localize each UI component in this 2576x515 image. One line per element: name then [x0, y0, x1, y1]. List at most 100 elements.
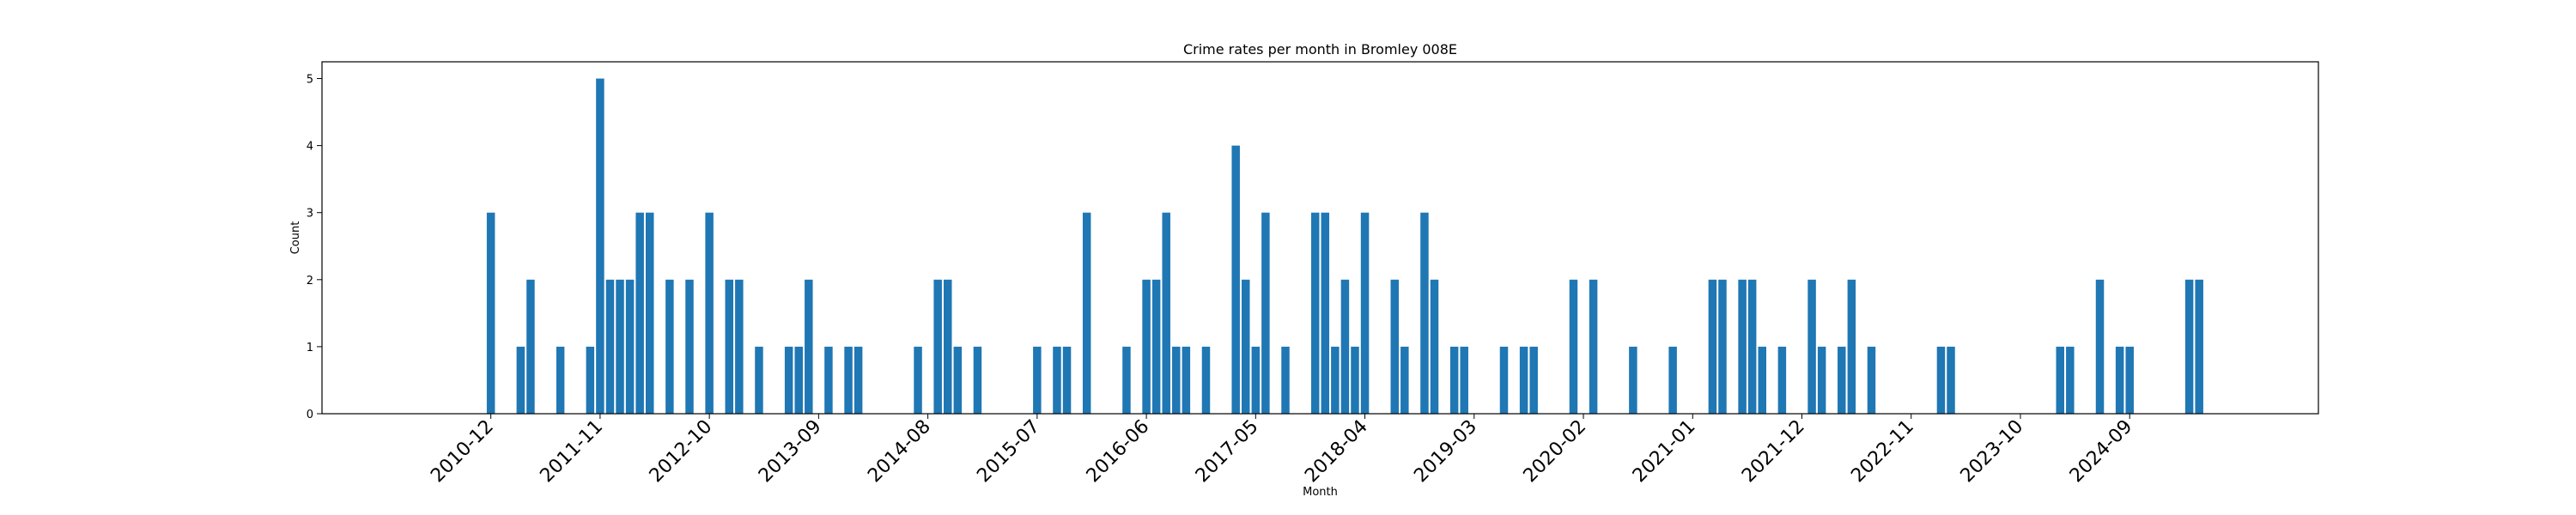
bar-2016-04: [1122, 346, 1131, 414]
bar-2014-01: [854, 346, 863, 414]
bar-2016-07: [1151, 279, 1161, 414]
bar-2014-10: [943, 279, 952, 414]
bar-2022-01: [1807, 279, 1816, 414]
bar-2015-09: [1053, 346, 1061, 414]
y-tick-label: 1: [307, 342, 313, 354]
bar-2021-07: [1747, 279, 1757, 414]
bar-2012-08: [685, 279, 694, 414]
bar-2021-08: [1758, 346, 1766, 414]
x-tick-label: 2019-03: [1410, 416, 1481, 488]
y-axis-label: Count: [289, 221, 302, 255]
bar-2022-05: [1847, 279, 1856, 414]
bars-group: [486, 78, 2203, 415]
x-tick-label: 2016-06: [1083, 416, 1154, 488]
bar-2019-02: [1460, 346, 1468, 414]
y-tick-label: 2: [307, 275, 313, 288]
bar-2013-06: [784, 346, 793, 414]
bar-2010-12: [486, 212, 495, 414]
bar-2022-07: [1867, 346, 1876, 414]
bar-2019-09: [1529, 346, 1538, 414]
bar-2021-06: [1738, 279, 1747, 414]
bar-2013-01: [735, 279, 744, 414]
x-tick-label: 2011-11: [536, 416, 607, 488]
bar-2017-12: [1321, 212, 1330, 414]
bar-2023-02: [1936, 346, 1946, 414]
bar-2014-11: [953, 346, 963, 414]
bar-2012-02: [625, 279, 635, 414]
bar-2016-08: [1162, 212, 1170, 414]
bar-2022-04: [1838, 346, 1846, 414]
x-tick-label: 2021-12: [1738, 416, 1809, 488]
x-tick-label: 2017-05: [1192, 416, 1263, 488]
bar-2021-10: [1777, 346, 1787, 414]
plot-frame: [321, 61, 2319, 415]
x-tick-label: 2014-08: [864, 416, 935, 488]
bar-2024-02: [2056, 346, 2064, 414]
bar-2017-06: [1261, 212, 1270, 414]
x-tick-label: 2013-09: [755, 416, 826, 488]
bar-2016-06: [1142, 279, 1151, 414]
y-tick-label: 4: [307, 141, 313, 154]
y-tick-label: 5: [307, 74, 313, 87]
bar-2020-03: [1589, 279, 1598, 414]
x-tick-label: 2023-10: [1957, 416, 2028, 488]
bar-2018-10: [1420, 212, 1429, 414]
bar-2011-12: [605, 279, 615, 414]
bar-2017-03: [1231, 145, 1240, 414]
chart-title: Crime rates per month in Bromley 008E: [1183, 41, 1457, 58]
bar-2015-01: [973, 346, 982, 414]
bar-2018-11: [1430, 279, 1439, 414]
bar-2024-03: [2066, 346, 2075, 414]
bar-2011-03: [516, 346, 526, 414]
bar-2014-07: [914, 346, 922, 414]
bar-2020-07: [1629, 346, 1637, 414]
bar-2015-12: [1082, 212, 1091, 414]
x-axis-label: Month: [1303, 486, 1338, 499]
bar-2021-04: [1718, 279, 1727, 414]
y-axis-ticks: 0 1 2 3 4 5: [307, 74, 322, 421]
bar-2019-01: [1449, 346, 1459, 414]
x-tick-label: 2010-12: [427, 416, 498, 488]
bar-2016-10: [1182, 346, 1191, 414]
bar-2023-03: [1947, 346, 1955, 414]
bar-2016-12: [1201, 346, 1211, 414]
bar-2012-12: [725, 279, 733, 414]
bar-2024-08: [2115, 346, 2124, 414]
bar-2012-03: [635, 212, 644, 414]
bar-2018-07: [1390, 279, 1399, 414]
y-tick-label: 0: [307, 409, 313, 421]
bar-2020-01: [1569, 279, 1578, 414]
bar-2018-02: [1340, 279, 1350, 414]
x-tick-label: 2018-04: [1301, 416, 1372, 488]
bar-2024-06: [2095, 279, 2105, 414]
bar-2011-11: [596, 78, 605, 415]
bar-2017-08: [1281, 346, 1290, 414]
bar-2011-10: [586, 346, 595, 414]
bar-2015-07: [1033, 346, 1042, 414]
bar-2025-04: [2195, 279, 2203, 414]
bar-2011-07: [556, 346, 565, 414]
bar-2017-11: [1310, 212, 1320, 414]
bar-2013-08: [805, 279, 813, 414]
bar-2012-06: [665, 279, 674, 414]
bar-2017-04: [1242, 279, 1250, 414]
bar-2018-04: [1360, 212, 1370, 414]
x-tick-label: 2012-10: [646, 416, 717, 488]
bar-2018-01: [1331, 346, 1340, 414]
bar-2018-03: [1351, 346, 1359, 414]
bar-2016-09: [1172, 346, 1181, 414]
x-tick-label: 2020-02: [1520, 416, 1591, 488]
bar-2013-07: [794, 346, 803, 414]
bar-2025-03: [2184, 279, 2194, 414]
bar-2021-03: [1708, 279, 1717, 414]
bar-2012-01: [616, 279, 624, 414]
bar-2017-05: [1251, 346, 1261, 414]
bar-2011-04: [526, 279, 535, 414]
x-tick-label: 2021-01: [1629, 416, 1700, 488]
bar-2012-10: [705, 212, 714, 414]
bar-2022-02: [1817, 346, 1826, 414]
x-tick-label: 2024-09: [2066, 416, 2137, 488]
bar-2012-04: [645, 212, 654, 414]
y-tick-label: 3: [307, 208, 313, 221]
